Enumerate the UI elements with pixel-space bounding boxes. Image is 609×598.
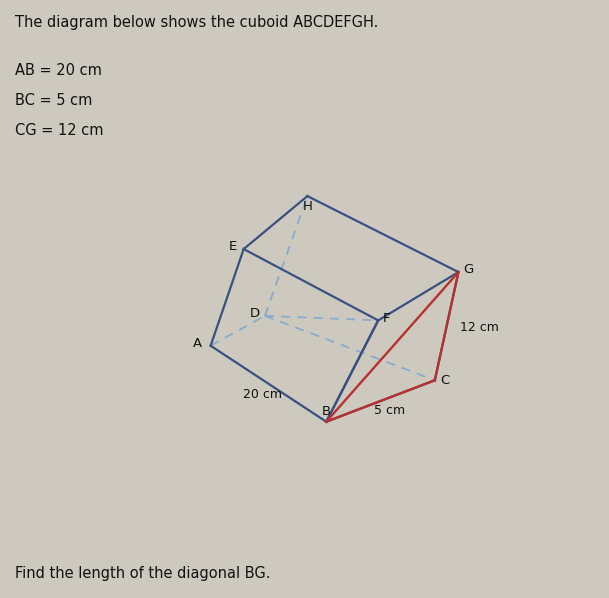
Text: G: G [463,263,474,276]
Text: C: C [440,374,450,387]
Text: AB = 20 cm: AB = 20 cm [15,63,102,78]
Text: Find the length of the diagonal BG.: Find the length of the diagonal BG. [15,566,271,581]
Text: F: F [383,312,390,325]
Text: 20 cm: 20 cm [243,388,282,401]
Text: B: B [322,405,331,418]
Text: BC = 5 cm: BC = 5 cm [15,93,93,108]
Text: E: E [229,240,238,253]
Text: A: A [193,337,202,350]
Text: 12 cm: 12 cm [460,321,499,334]
Text: 5 cm: 5 cm [375,404,406,417]
Text: H: H [303,200,312,213]
Text: CG = 12 cm: CG = 12 cm [15,123,104,138]
Text: D: D [250,307,259,320]
Text: The diagram below shows the cuboid ABCDEFGH.: The diagram below shows the cuboid ABCDE… [15,15,379,30]
